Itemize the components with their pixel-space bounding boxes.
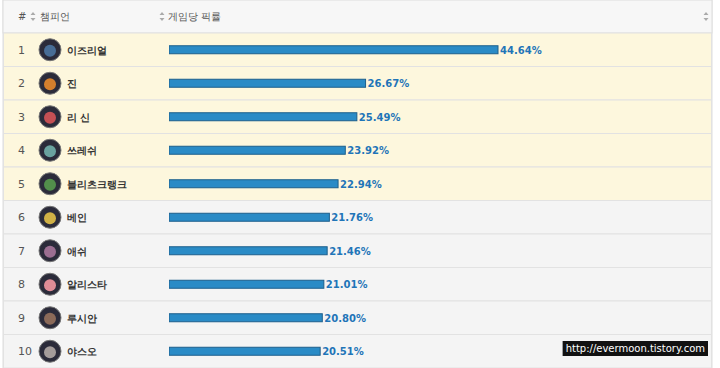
row-background	[4, 234, 712, 268]
champion-icon	[39, 240, 61, 262]
ranking-chart: # 챔피언 게임당 픽률 1 2 3 4 5 6 7 8 9 10 이즈리얼진리 신쓰레쉬블리츠크랭크베인…	[0, 0, 720, 368]
rank-label: 3	[18, 111, 25, 124]
rank-label: 8	[18, 278, 25, 291]
champion-icon-face	[44, 112, 56, 124]
row-background	[4, 33, 712, 67]
data-label: 21.46%	[329, 246, 371, 257]
rank-label: 2	[18, 77, 25, 90]
champion-icon	[39, 139, 61, 161]
champion-icon	[39, 307, 61, 329]
data-label: 20.80%	[324, 313, 366, 324]
bar	[169, 347, 320, 355]
champion-name[interactable]: 야스오	[67, 346, 97, 357]
champion-name[interactable]: 루시안	[67, 313, 97, 324]
champion-name[interactable]: 블리츠크랭크	[67, 179, 127, 190]
row-background	[4, 100, 712, 134]
ranks: 1 2 3 4 5 6 7 8 9 10	[18, 44, 32, 359]
champion-name[interactable]: 알리스타	[67, 279, 107, 290]
champion-icon-face	[44, 145, 56, 157]
bar	[169, 180, 338, 188]
column-header[interactable]: #	[18, 11, 26, 22]
data-label: 21.01%	[326, 279, 368, 290]
champion-name[interactable]: 리 신	[67, 112, 90, 123]
champion-icon	[39, 39, 61, 61]
column-header[interactable]: 챔피언	[40, 11, 70, 22]
bar	[169, 247, 327, 255]
row-background	[4, 335, 712, 368]
champion-name[interactable]: 베인	[67, 212, 87, 223]
watermark-background	[563, 341, 708, 356]
icons	[39, 39, 61, 363]
champion-icon	[39, 106, 61, 128]
row-background	[4, 134, 712, 168]
rank-label: 10	[18, 345, 32, 358]
champion-icon-face	[44, 212, 56, 224]
champion-icon-face	[44, 78, 56, 90]
bar	[169, 280, 324, 288]
champion-icon	[39, 206, 61, 228]
row-background	[4, 167, 712, 201]
champion-icon	[39, 273, 61, 295]
champion-icon-face	[44, 279, 56, 291]
rank-label: 5	[18, 178, 25, 191]
champion-icon	[39, 72, 61, 94]
sort-icon[interactable]	[31, 12, 36, 21]
rank-label: 7	[18, 245, 25, 258]
data-label: 44.64%	[500, 45, 542, 56]
watermark-text: http://evermoon.tistory.com	[566, 343, 705, 354]
table-frame	[3, 0, 712, 368]
names: 이즈리얼진리 신쓰레쉬블리츠크랭크베인애쉬알리스타루시안야스오	[67, 45, 127, 358]
row-background	[4, 268, 712, 302]
rows	[4, 33, 712, 368]
champion-name[interactable]: 쓰레쉬	[67, 145, 97, 156]
watermark: http://evermoon.tistory.com	[563, 341, 708, 356]
rank-label: 6	[18, 211, 25, 224]
data-label: 26.67%	[368, 78, 410, 89]
row-background	[4, 301, 712, 335]
data-label: 20.51%	[322, 346, 364, 357]
bar	[169, 314, 322, 322]
bars	[169, 46, 498, 356]
sort-icon[interactable]	[160, 12, 165, 21]
row-background	[4, 67, 712, 101]
bar	[169, 46, 498, 54]
champion-icon-face	[44, 179, 56, 191]
champion-icon-face	[44, 45, 56, 57]
bar	[169, 113, 357, 121]
header-background	[3, 0, 712, 33]
rank-label: 4	[18, 144, 25, 157]
data-label: 25.49%	[359, 112, 401, 123]
champion-icon	[39, 173, 61, 195]
bar	[169, 146, 345, 154]
champion-name[interactable]: 진	[67, 78, 77, 89]
row-background	[4, 201, 712, 235]
champion-name[interactable]: 이즈리얼	[67, 45, 107, 56]
bar	[169, 213, 329, 221]
data-labels: 44.64% 26.67% 25.49% 23.92% 22.94% 21.76% 21.4…	[322, 45, 541, 358]
data-label: 22.94%	[340, 179, 382, 190]
champion-icon-face	[44, 313, 56, 325]
data-label: 23.92%	[347, 145, 389, 156]
column-header[interactable]: 게임당 픽률	[168, 11, 221, 22]
data-label: 21.76%	[331, 212, 373, 223]
rank-label: 1	[18, 44, 25, 57]
sort-icon[interactable]	[704, 12, 709, 21]
rank-label: 9	[18, 312, 25, 325]
champion-icon	[39, 340, 61, 362]
champion-icon-face	[44, 246, 56, 258]
bar	[169, 79, 366, 87]
champion-name[interactable]: 애쉬	[67, 246, 87, 257]
champion-icon-face	[44, 346, 56, 358]
